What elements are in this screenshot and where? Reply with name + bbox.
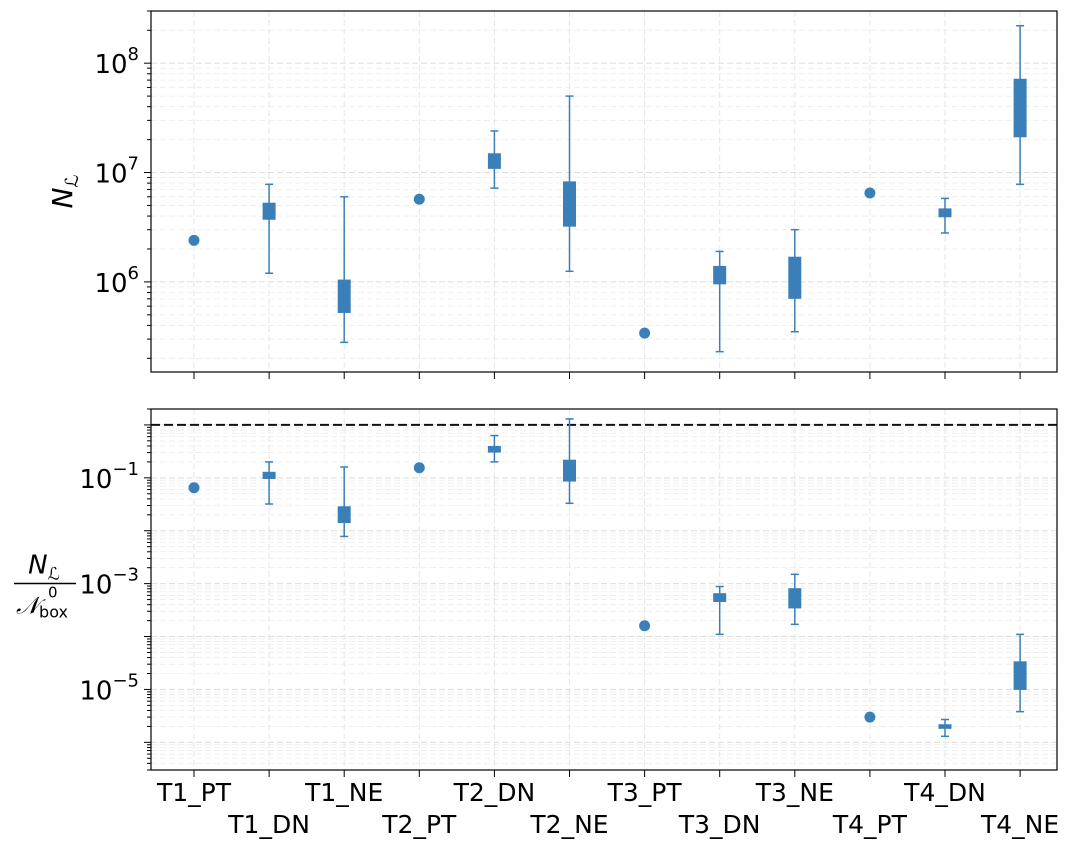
bottom-frame	[150, 408, 1058, 771]
bottom-box-t1-dn	[262, 461, 276, 505]
top-ytick-label: 108	[94, 44, 139, 80]
bottom-box-t1-ne	[337, 466, 351, 538]
top-iqr-t3-dn	[713, 265, 727, 285]
top-iqr-t4-dn	[938, 208, 952, 218]
top-iqr-t1-ne	[337, 279, 351, 313]
top-frame	[150, 10, 1058, 373]
bottom-point-t2-pt	[413, 462, 425, 474]
bottom-ytick-base: 10	[79, 676, 112, 706]
top-ytick-base: 10	[94, 50, 127, 80]
bottom-ylabel-numerator: Nℒ	[28, 551, 60, 585]
top-box-t2-ne	[563, 95, 576, 273]
bottom-ytick-base: 10	[79, 465, 112, 495]
xtick-label-t2-dn: T2_DN	[453, 778, 536, 807]
top-iqr-t3-ne	[788, 256, 802, 299]
bottom-iqr-t1-ne	[337, 506, 351, 523]
top-iqr-t2-dn	[487, 153, 501, 169]
top-box-t1-dn	[262, 183, 276, 274]
top-iqr-t1-dn	[262, 202, 276, 220]
bottom-iqr-t2-ne	[563, 459, 576, 482]
top-box-t3-dn	[713, 250, 727, 353]
xtick-label-t2-ne: T2_NE	[529, 810, 608, 839]
top-ytick-label: 106	[94, 263, 139, 299]
xtick-label-t2-pt: T2_PT	[381, 810, 457, 839]
bottom-iqr-t1-dn	[262, 471, 276, 480]
bottom-ylabel-denominator: 𝒩box	[16, 592, 68, 622]
top-ytick-base: 10	[94, 160, 127, 190]
xtick-label-t3-pt: T3_PT	[607, 778, 683, 807]
bottom-iqr-t2-dn	[487, 445, 501, 453]
bottom-ytick-label: 10−1	[79, 459, 139, 495]
xtick-label-t3-ne: T3_NE	[755, 778, 834, 807]
top-iqr-t2-ne	[563, 181, 576, 227]
top-ylabel: Nℒ	[46, 175, 83, 209]
bottom-box-t3-dn	[713, 585, 727, 636]
bottom-ylabel-den-sub: box	[39, 603, 68, 622]
top-point-t4-pt	[864, 187, 876, 199]
bottom-ylabel-num-main: N	[28, 551, 47, 581]
bottom-ytick-exp: −1	[112, 459, 139, 480]
bottom-box-t3-ne	[788, 573, 802, 626]
bottom-iqr-t4-dn	[938, 724, 952, 729]
bottom-point-t4-pt	[864, 711, 876, 723]
top-ytick-exp: 6	[128, 263, 139, 284]
bottom-ytick-exp: −3	[112, 565, 139, 586]
xtick-label-t1-dn: T1_DN	[227, 810, 310, 839]
top-iqr-t4-ne	[1013, 78, 1027, 138]
bottom-iqr-t3-ne	[788, 588, 802, 609]
xtick-label-t1-pt: T1_PT	[156, 778, 232, 807]
top-ytick-exp: 8	[128, 44, 139, 65]
top-box-t4-dn	[938, 197, 952, 234]
bottom-point-t3-pt	[639, 620, 651, 632]
bottom-ylabel-num-sub: ℒ	[48, 565, 60, 585]
top-ytick-base: 10	[94, 269, 127, 299]
bottom-box-t2-dn	[487, 434, 501, 463]
bottom-box-t4-ne	[1013, 633, 1027, 713]
xtick-label-t1-ne: T1_NE	[304, 778, 383, 807]
top-box-t3-ne	[788, 228, 802, 333]
top-box-t2-dn	[487, 130, 501, 189]
bottom-grid	[151, 408, 1057, 771]
xtick-label-t4-ne: T4_NE	[980, 810, 1059, 839]
xtick-label-t4-pt: T4_PT	[832, 810, 908, 839]
bottom-box-t2-ne	[563, 418, 576, 505]
bottom-point-t1-pt	[188, 482, 200, 494]
top-ytick-exp: 7	[128, 154, 139, 175]
top-box-t1-ne	[337, 196, 351, 344]
top-ylabel-main: N	[46, 187, 79, 208]
bottom-ytick-base: 10	[79, 571, 112, 601]
bottom-box-t4-dn	[938, 718, 952, 738]
bottom-ytick-label: 10−3	[79, 565, 139, 601]
xtick-label-t4-dn: T4_DN	[903, 778, 986, 807]
bottom-ylabel-den-sup: 0	[48, 584, 58, 602]
bottom-iqr-t4-ne	[1013, 661, 1027, 690]
bottom-iqr-t3-dn	[713, 593, 727, 602]
top-box-t4-ne	[1013, 24, 1027, 186]
top-grid	[151, 10, 1057, 372]
top-point-t1-pt	[188, 234, 200, 246]
top-point-t3-pt	[639, 327, 651, 339]
bottom-ytick-label: 10−5	[79, 670, 139, 706]
top-ytick-label: 107	[94, 154, 139, 190]
top-ylabel-sub: ℒ	[62, 175, 83, 188]
xtick-label-t3-dn: T3_DN	[678, 810, 761, 839]
bottom-ytick-exp: −5	[112, 670, 139, 691]
top-point-t2-pt	[413, 193, 425, 205]
